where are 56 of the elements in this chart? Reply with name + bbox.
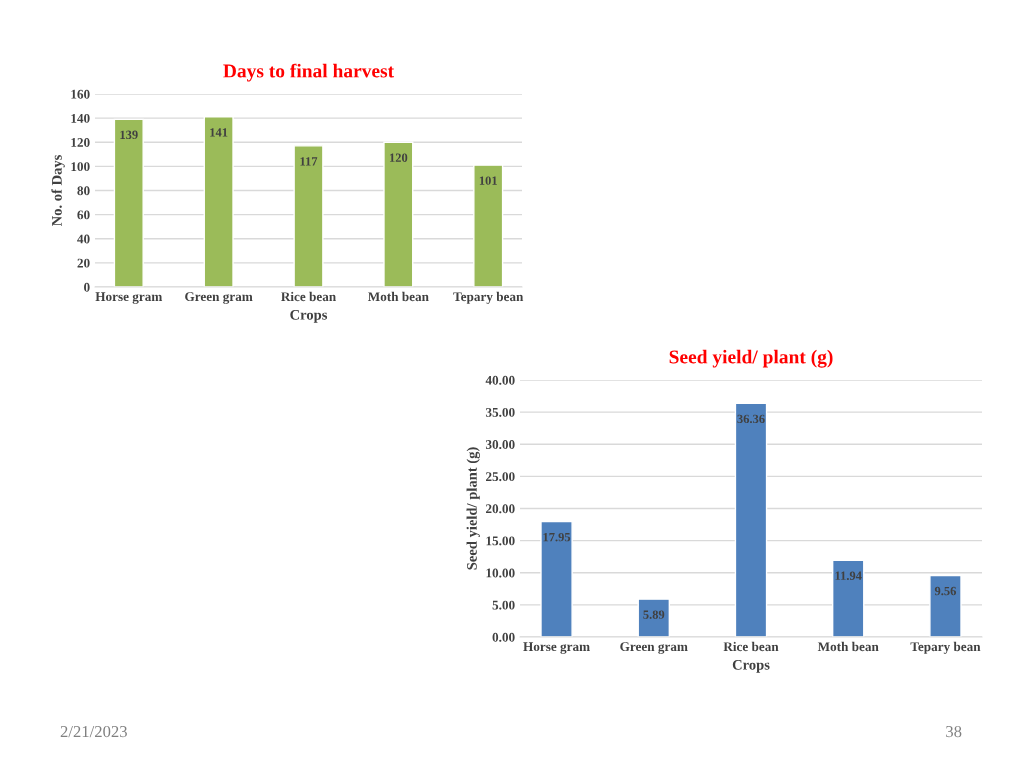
x-tick-label: Rice bean [723, 641, 779, 652]
x-tick-label: Tepary bean [910, 641, 981, 654]
chart-title: Seed yield/ plant (g) [669, 349, 833, 368]
y-tick-label: 140 [71, 113, 90, 123]
y-tick-label: 60 [77, 210, 90, 220]
chart-title: Days to final harvest [223, 63, 395, 82]
text: 2/21/2023 [60, 725, 127, 738]
x-tick-label: Moth bean [367, 291, 429, 302]
y-tick-label: 120 [71, 138, 90, 147]
x-tick-label: Horse gram [95, 292, 163, 304]
x-tick-label: Horse gram [523, 642, 590, 654]
x-axis-title: Crops [732, 659, 770, 673]
y-tick-label: 35.00 [485, 407, 515, 417]
data-label: 11.94 [835, 571, 862, 581]
y-tick-label: 10.00 [486, 568, 515, 578]
y-tick-label: 20.00 [486, 504, 515, 514]
bar [203, 116, 234, 287]
data-label: 36.36 [737, 414, 765, 424]
y-tick-label: 25.00 [486, 472, 515, 482]
y-tick-label: 0.00 [492, 632, 515, 642]
y-axis-title: No. of Days [51, 155, 65, 227]
y-tick-label: 0 [84, 282, 90, 292]
y-tick-label: 40.00 [485, 375, 515, 385]
data-label: 139 [120, 130, 138, 140]
x-tick-label: Tepary bean [453, 291, 524, 304]
bar [473, 164, 504, 287]
data-label: 141 [210, 128, 228, 137]
text: 38 [946, 725, 962, 738]
bar [734, 402, 768, 637]
data-label: 5.89 [643, 610, 665, 619]
y-tick-label: 15.00 [486, 536, 515, 546]
data-label: 120 [389, 153, 408, 162]
x-tick-label: Moth bean [817, 641, 879, 652]
y-tick-label: 160 [71, 89, 90, 99]
data-label: 17.95 [543, 532, 571, 542]
y-tick-label: 100 [71, 162, 90, 172]
x-tick-label: Rice bean [281, 291, 336, 302]
data-label: 9.56 [934, 586, 957, 596]
bar [113, 118, 144, 287]
data-label: 117 [300, 157, 318, 166]
x-axis-title: Crops [290, 309, 328, 323]
bar [540, 520, 573, 637]
bar [293, 145, 324, 287]
data-label: 101 [479, 176, 497, 185]
y-tick-label: 80 [77, 186, 90, 196]
y-tick-label: 5.00 [492, 600, 515, 610]
x-tick-label: Green gram [185, 292, 253, 304]
x-tick-label: Green gram [620, 642, 688, 654]
y-axis-title: Seed yield/ plant (g) [466, 447, 480, 570]
y-tick-label: 20 [77, 258, 90, 268]
bar [831, 559, 865, 637]
y-tick-label: 30.00 [485, 440, 515, 450]
bar [637, 598, 671, 637]
bar [929, 574, 962, 637]
y-tick-label: 40 [77, 234, 90, 244]
bar [383, 141, 414, 287]
